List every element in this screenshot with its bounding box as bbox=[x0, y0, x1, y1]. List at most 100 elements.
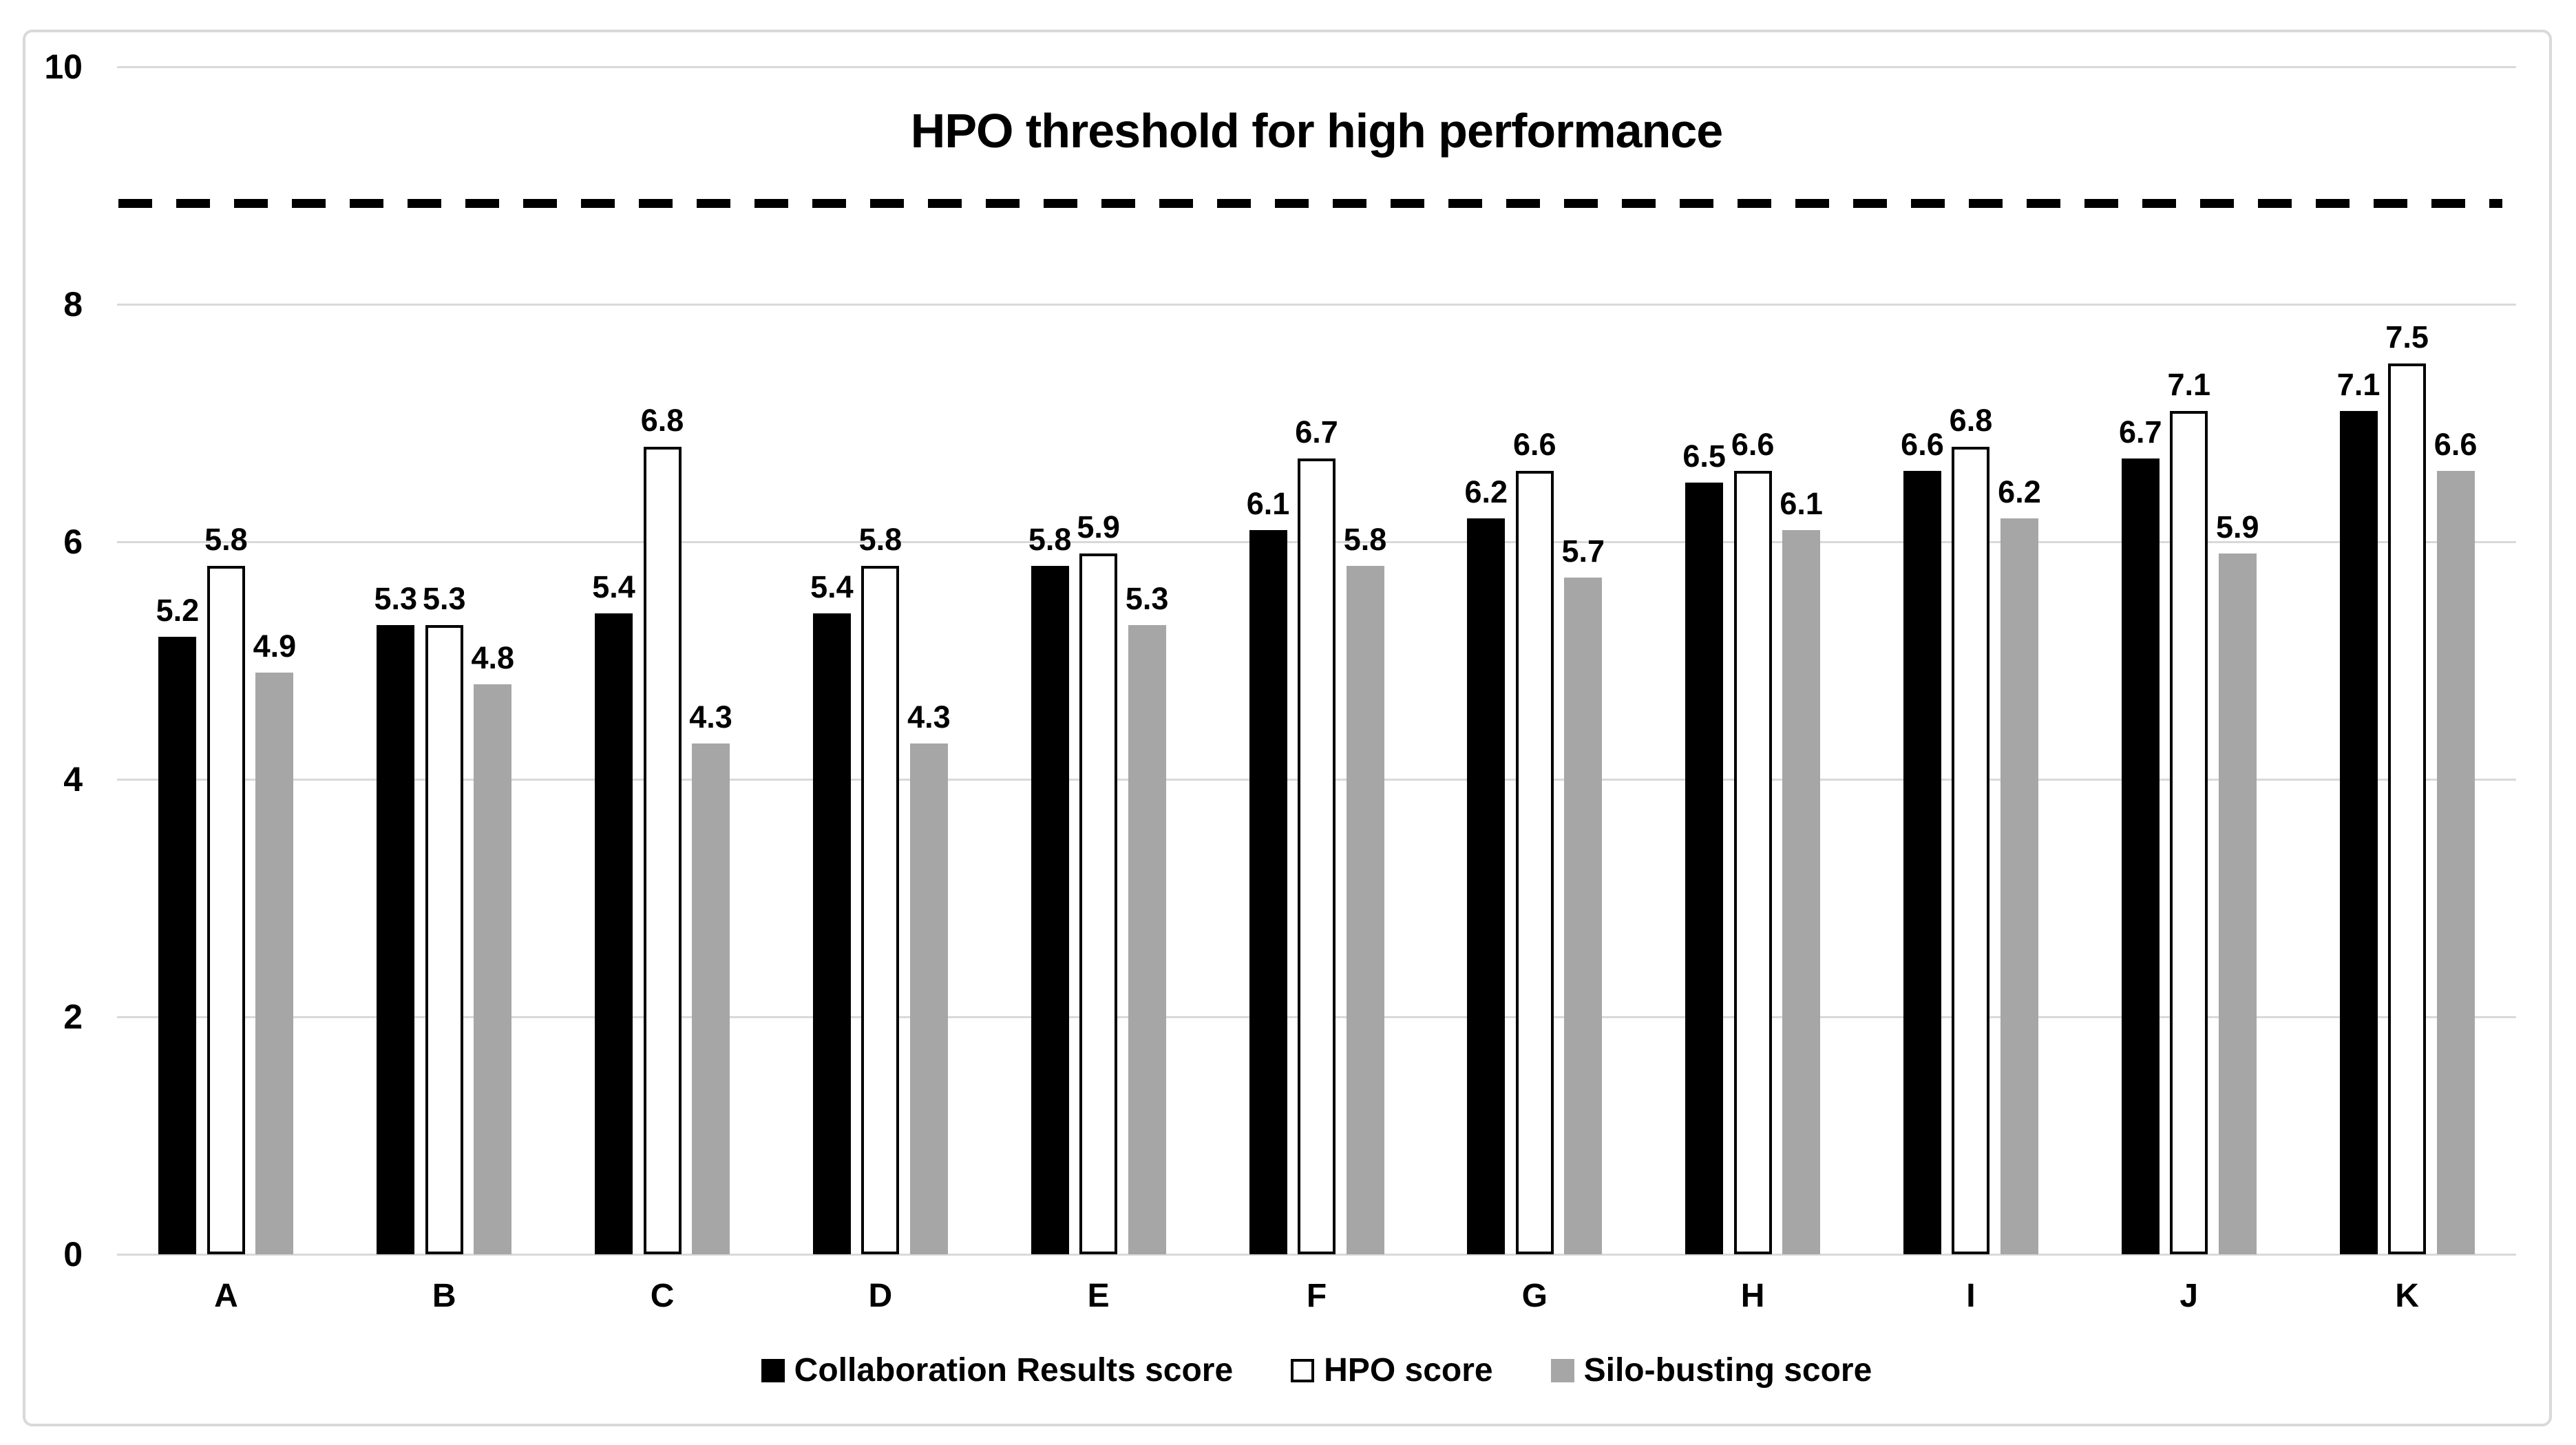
bar-hpo-score bbox=[425, 624, 463, 1254]
y-tick-label: 10 bbox=[44, 48, 83, 86]
x-category-label: G bbox=[1521, 1278, 1548, 1314]
bar-hpo-score bbox=[1515, 470, 1554, 1254]
y-tick-label: 4 bbox=[63, 760, 83, 799]
bar-value-label: 5.8 bbox=[1028, 521, 1072, 557]
legend-label: Collaboration Results score bbox=[794, 1352, 1234, 1389]
bar-value-label: 5.4 bbox=[810, 569, 854, 604]
bar-value-label: 6.2 bbox=[1998, 474, 2041, 509]
plot-area: 5.2 5.8 4.9 5.3 5.3 4.8 5.4 6.8 4.3 5.4 5.8 4.3 5.8 5… bbox=[117, 65, 2516, 1256]
bar-hpo-score bbox=[207, 565, 245, 1254]
bar-value-label: 5.3 bbox=[1125, 580, 1169, 616]
legend-swatch-icon bbox=[761, 1358, 785, 1382]
bar-collaboration-results-score bbox=[1249, 529, 1287, 1254]
y-tick-label: 0 bbox=[63, 1235, 83, 1274]
x-category-label: H bbox=[1740, 1278, 1765, 1314]
bar-value-label: 4.9 bbox=[253, 628, 297, 664]
threshold-dashed-line bbox=[118, 198, 2502, 208]
bar-hpo-score bbox=[1079, 553, 1118, 1254]
bar-value-label: 4.8 bbox=[471, 640, 514, 675]
bar-value-label: 5.8 bbox=[204, 521, 248, 557]
legend-label: Silo-busting score bbox=[1583, 1352, 1872, 1389]
bar-collaboration-results-score bbox=[812, 613, 851, 1254]
bar-silo-busting-score bbox=[2000, 518, 2038, 1254]
bar-value-label: 6.5 bbox=[1682, 438, 1726, 474]
bar-value-label: 5.9 bbox=[1077, 509, 1120, 545]
x-category-label: A bbox=[214, 1278, 238, 1314]
bar-value-label: 6.7 bbox=[2118, 414, 2162, 450]
y-tick-label: 2 bbox=[63, 998, 83, 1036]
bar-collaboration-results-score bbox=[595, 613, 633, 1254]
gridline bbox=[117, 303, 2516, 306]
legend-swatch-icon bbox=[1550, 1358, 1574, 1382]
bar-silo-busting-score bbox=[1564, 577, 1603, 1254]
x-category-label: K bbox=[2395, 1278, 2419, 1314]
bar-value-label: 7.5 bbox=[2385, 319, 2429, 355]
bar-silo-busting-score bbox=[2436, 470, 2475, 1254]
bar-value-label: 7.1 bbox=[2336, 367, 2380, 403]
bar-hpo-score bbox=[1733, 470, 1772, 1254]
bar-silo-busting-score bbox=[1346, 565, 1384, 1254]
bar-collaboration-results-score bbox=[2339, 411, 2378, 1254]
chart-title: HPO threshold for high performance bbox=[910, 104, 1723, 158]
bar-silo-busting-score bbox=[1128, 624, 1166, 1254]
bar-hpo-score bbox=[1952, 447, 1990, 1254]
y-tick-label: 6 bbox=[63, 523, 83, 561]
bar-value-label: 6.1 bbox=[1780, 485, 1823, 521]
bar-value-label: 6.2 bbox=[1464, 474, 1508, 509]
bar-collaboration-results-score bbox=[1031, 565, 1069, 1254]
bar-silo-busting-score bbox=[909, 743, 948, 1254]
bar-value-label: 7.1 bbox=[2167, 367, 2211, 403]
bar-value-label: 4.3 bbox=[907, 699, 951, 735]
x-category-label: B bbox=[432, 1278, 456, 1314]
legend-item: Silo-busting score bbox=[1550, 1351, 1872, 1391]
bar-silo-busting-score bbox=[474, 684, 512, 1254]
x-category-label: E bbox=[1087, 1278, 1110, 1314]
bar-silo-busting-score bbox=[2218, 553, 2257, 1254]
x-category-label: F bbox=[1306, 1278, 1327, 1314]
legend-item: HPO score bbox=[1291, 1351, 1493, 1391]
bar-hpo-score bbox=[1298, 458, 1335, 1254]
legend-item: Collaboration Results score bbox=[761, 1351, 1233, 1391]
bar-hpo-score bbox=[861, 565, 900, 1254]
legend-label: HPO score bbox=[1324, 1352, 1493, 1389]
x-category-label: D bbox=[868, 1278, 893, 1314]
bar-value-label: 5.9 bbox=[2215, 509, 2259, 545]
bar-value-label: 6.1 bbox=[1246, 485, 1290, 521]
gridline bbox=[117, 65, 2516, 68]
bar-collaboration-results-score bbox=[158, 637, 197, 1254]
bar-value-label: 6.8 bbox=[1949, 403, 1993, 438]
x-category-label: I bbox=[1966, 1278, 1976, 1314]
bar-collaboration-results-score bbox=[1467, 518, 1506, 1254]
y-tick-label: 8 bbox=[63, 285, 83, 324]
bar-value-label: 5.4 bbox=[592, 569, 635, 604]
bar-collaboration-results-score bbox=[1903, 470, 1941, 1254]
bar-value-label: 5.8 bbox=[1343, 521, 1387, 557]
bar-collaboration-results-score bbox=[2121, 458, 2160, 1254]
bar-value-label: 6.6 bbox=[1731, 426, 1775, 462]
bar-value-label: 6.6 bbox=[1513, 426, 1556, 462]
bar-silo-busting-score bbox=[255, 672, 294, 1254]
bar-silo-busting-score bbox=[692, 743, 730, 1254]
bar-value-label: 5.8 bbox=[858, 521, 902, 557]
bar-value-label: 6.6 bbox=[2434, 426, 2478, 462]
bar-value-label: 5.2 bbox=[156, 593, 200, 628]
bar-value-label: 4.3 bbox=[689, 699, 732, 735]
bar-silo-busting-score bbox=[1782, 529, 1821, 1254]
bar-value-label: 6.6 bbox=[1901, 426, 1944, 462]
x-category-label: C bbox=[650, 1278, 675, 1314]
bar-value-label: 6.8 bbox=[640, 403, 684, 438]
bar-hpo-score bbox=[2170, 411, 2208, 1254]
bar-collaboration-results-score bbox=[377, 624, 415, 1254]
bar-value-label: 5.7 bbox=[1561, 533, 1605, 569]
legend: Collaboration Results score HPO score Silo… bbox=[117, 1351, 2516, 1391]
bar-collaboration-results-score bbox=[1685, 482, 1724, 1254]
bar-hpo-score bbox=[2388, 363, 2427, 1254]
x-category-label: J bbox=[2179, 1278, 2199, 1314]
bar-value-label: 5.3 bbox=[374, 580, 417, 616]
gridline bbox=[117, 1253, 2516, 1256]
bar-value-label: 5.3 bbox=[422, 580, 466, 616]
bar-hpo-score bbox=[643, 447, 682, 1254]
legend-swatch-icon bbox=[1291, 1358, 1315, 1382]
bar-value-label: 6.7 bbox=[1295, 414, 1338, 450]
